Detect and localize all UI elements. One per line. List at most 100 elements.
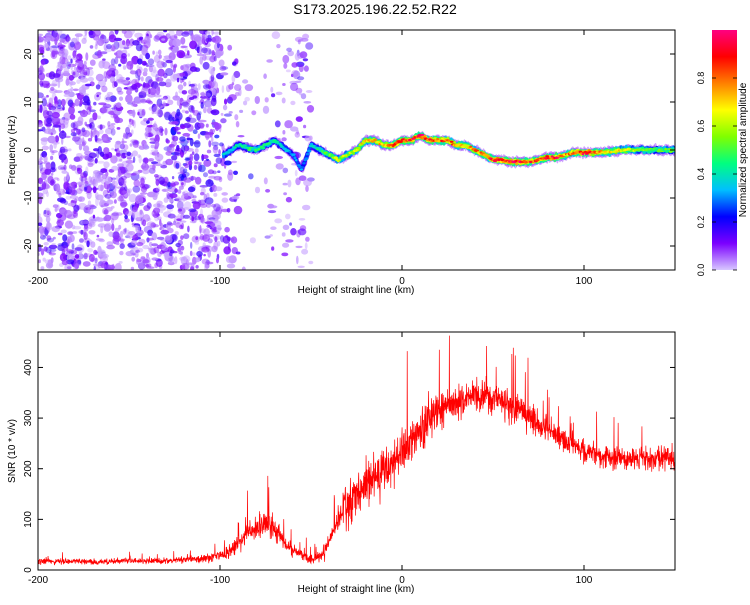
spectrogram-noise-blob xyxy=(137,232,142,238)
spectrogram-noise-blob xyxy=(180,37,186,45)
spectrogram-noise-blob xyxy=(131,256,135,262)
spectrogram-noise-blob xyxy=(239,109,244,113)
spectrogram-noise-blob xyxy=(154,262,159,269)
spectrogram-noise-blob xyxy=(222,235,231,244)
spectrogram-noise-blob xyxy=(216,257,219,264)
spectrogram-noise-blob xyxy=(213,192,218,197)
spectrogram-noise-blob xyxy=(64,135,71,139)
spectrogram-noise-blob xyxy=(54,177,59,180)
spectrogram-frame xyxy=(37,29,676,271)
spectrogram-noise-blob xyxy=(188,160,193,166)
snr-x-tick-label: -100 xyxy=(210,575,230,586)
spectrogram-noise-blob xyxy=(163,146,172,152)
spectrogram-noise-blob xyxy=(144,83,149,88)
spectrogram-noise-blob xyxy=(165,139,170,144)
spectrogram-noise-blob xyxy=(204,262,208,270)
spectrogram-ridge-blob xyxy=(299,168,304,171)
spectrogram-noise-blob xyxy=(83,231,88,241)
spectrogram-noise-blob xyxy=(160,97,165,101)
spectrogram-noise-blob xyxy=(144,130,149,140)
spectrogram-noise-blob xyxy=(282,182,288,186)
spectrogram-noise-blob xyxy=(107,121,111,127)
spectrogram-noise-blob xyxy=(112,178,116,186)
spectrogram-noise-blob xyxy=(119,250,124,256)
spectrogram-noise-blob xyxy=(76,167,80,171)
spectrogram-noise-blob xyxy=(107,264,115,270)
spectrogram-noise-blob xyxy=(180,235,184,241)
spectrogram-noise-blob xyxy=(74,33,83,37)
spectrogram-noise-blob xyxy=(120,199,127,209)
spectrogram-noise-blob xyxy=(222,104,228,111)
spectrogram-ridge-blob xyxy=(436,138,440,141)
spectrogram-noise-blob xyxy=(86,68,94,77)
spectrogram-noise-blob xyxy=(161,38,166,41)
spectrogram-noise-blob xyxy=(125,77,130,81)
spectrogram-noise-blob xyxy=(227,169,233,176)
spectrogram-noise-blob xyxy=(133,179,141,187)
spectrogram-noise-blob xyxy=(153,203,162,208)
spectrogram-noise-blob xyxy=(46,191,49,198)
spectrogram-noise-blob xyxy=(72,136,81,142)
spectrogram-noise-blob xyxy=(74,254,80,259)
spectrogram-noise-blob xyxy=(56,178,60,182)
spectrogram-noise-blob xyxy=(131,129,134,135)
spectrogram-noise-blob xyxy=(221,66,229,70)
spectrogram-noise-blob xyxy=(152,163,156,171)
spectrogram-noise-blob xyxy=(185,148,194,152)
spectrogram-x-tick-label: -200 xyxy=(28,276,48,287)
spectrogram-noise-blob xyxy=(157,216,162,221)
spectrogram-noise-blob xyxy=(88,253,95,262)
spectrogram-noise-blob xyxy=(93,127,97,132)
spectrogram-noise-blob xyxy=(149,222,157,229)
spectrogram-noise-blob xyxy=(143,118,148,122)
spectrogram-noise-blob xyxy=(138,145,146,150)
spectrogram-noise-blob xyxy=(160,210,164,214)
spectrogram-noise-blob xyxy=(251,110,257,116)
spectrogram-noise-blob xyxy=(106,199,114,205)
spectrogram-noise-blob xyxy=(156,77,164,82)
spectrogram-noise-blob xyxy=(167,33,170,38)
spectrogram-noise-blob xyxy=(80,220,89,225)
spectrogram-noise-blob xyxy=(136,68,142,77)
spectrogram-noise-blob xyxy=(106,70,112,79)
spectrogram-noise-blob xyxy=(186,262,194,266)
spectrogram-noise-blob xyxy=(160,229,169,235)
spectrogram-noise-blob xyxy=(98,239,105,243)
spectrogram-noise-blob xyxy=(77,66,82,70)
spectrogram-noise-blob xyxy=(124,214,128,220)
spectrogram-noise-blob xyxy=(93,249,98,255)
spectrogram-noise-blob xyxy=(67,148,72,152)
snr-y-tick-label: 100 xyxy=(23,511,34,528)
spectrogram-noise-blob xyxy=(131,139,140,146)
spectrogram-noise-blob xyxy=(117,90,124,95)
spectrogram-ridge-blob xyxy=(357,146,361,150)
spectrogram-noise-blob xyxy=(84,30,88,36)
spectrogram-ridge-blob xyxy=(469,145,473,149)
spectrogram-noise-blob xyxy=(38,36,45,43)
spectrogram-noise-blob xyxy=(143,226,153,234)
spectrogram-noise-blob xyxy=(118,96,124,101)
spectrogram-noise-blob xyxy=(200,215,205,223)
spectrogram-ridge-blob xyxy=(300,166,305,169)
spectrogram-noise-blob xyxy=(194,148,199,154)
spectrogram-noise-blob xyxy=(143,62,148,66)
spectrogram-noise-blob xyxy=(131,210,140,219)
spectrogram-noise-blob xyxy=(111,223,115,231)
spectrogram-y-tick-label: -10 xyxy=(23,190,34,205)
spectrogram-noise-blob xyxy=(126,85,131,89)
spectrogram-noise-blob xyxy=(52,30,58,38)
spectrogram-noise-blob xyxy=(188,83,196,87)
spectrogram-noise-blob xyxy=(281,232,286,237)
spectrogram-ridge-blob xyxy=(233,146,237,149)
spectrogram-noise-blob xyxy=(51,45,60,49)
spectrogram-ridge-blob xyxy=(279,144,283,147)
spectrogram-noise-blob xyxy=(301,248,309,255)
spectrogram-noise-blob xyxy=(50,155,54,160)
spectrogram-noise-blob xyxy=(110,44,116,52)
snr-series-line xyxy=(38,335,675,566)
spectrogram-noise-blob xyxy=(176,99,181,106)
spectrogram-noise-blob xyxy=(125,132,129,139)
spectrogram-noise-blob xyxy=(117,163,124,168)
spectrogram-ridge-blob xyxy=(296,161,299,164)
spectrogram-noise-blob xyxy=(57,243,64,247)
